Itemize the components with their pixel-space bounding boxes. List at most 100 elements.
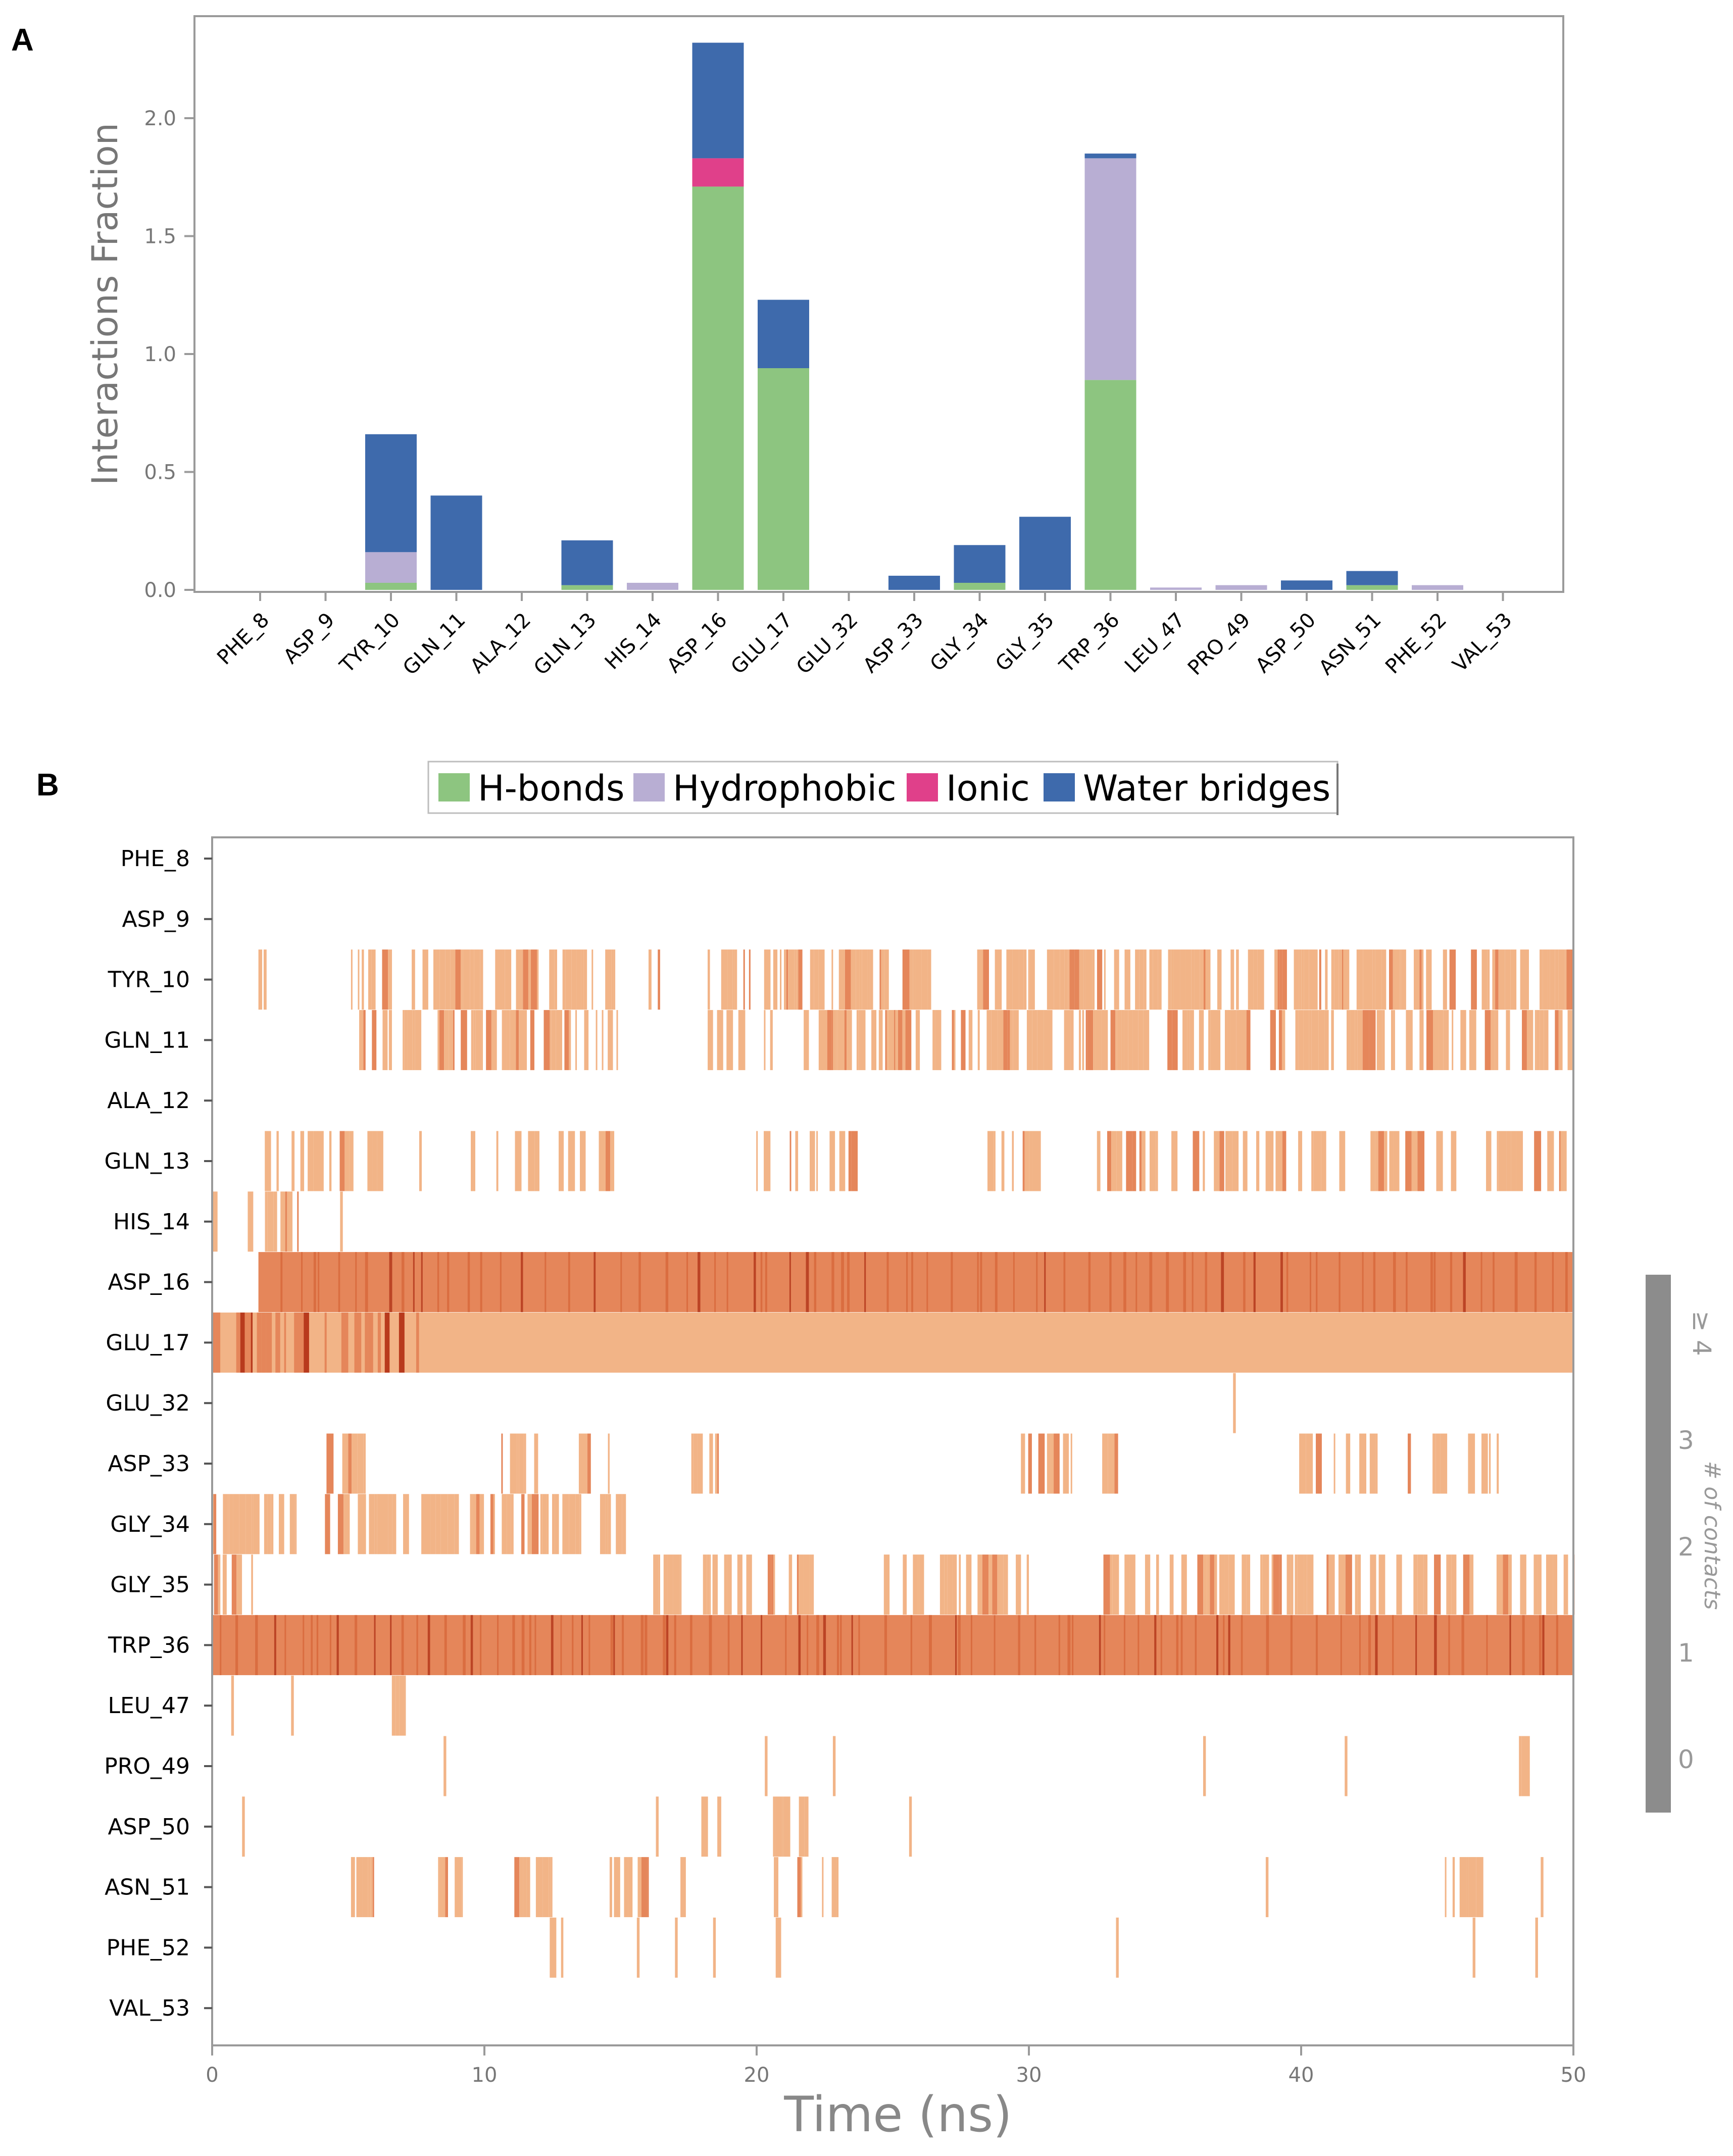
contact-trp-36-peak [444, 1615, 447, 1675]
contact-gly-35 [737, 1555, 742, 1615]
contact-gln-11 [449, 1010, 451, 1070]
contact-gln-13 [1560, 1131, 1567, 1191]
contact-trp-36-peak [274, 1615, 276, 1675]
contact-gln-13 [580, 1131, 582, 1191]
contact-gln-11 [1082, 1010, 1084, 1070]
contact-asn-51 [1466, 1857, 1469, 1918]
contact-his-14 [249, 1191, 254, 1252]
contact-gln-11 [856, 1010, 859, 1070]
contact-gln-11 [1555, 1010, 1559, 1070]
contact-asp-16-peak [814, 1252, 817, 1313]
contact-tyr-10 [1443, 949, 1447, 1010]
contact-asp-16-peak [1406, 1252, 1408, 1313]
contact-asp-50 [656, 1796, 659, 1857]
contact-gly-35 [1207, 1555, 1210, 1615]
contact-tyr-10 [1180, 949, 1185, 1010]
contact-asp-16-peak [1123, 1252, 1126, 1313]
contact-tyr-10 [859, 949, 862, 1010]
panel-b-x-tick-label: 50 [1561, 2064, 1587, 2087]
contact-asn-51 [1473, 1857, 1476, 1918]
contact-tyr-10 [516, 949, 523, 1010]
contact-gly-35 [1026, 1555, 1029, 1615]
contact-tyr-10 [1301, 949, 1304, 1010]
contact-gly-35 [1210, 1555, 1214, 1615]
contact-tyr-10 [1203, 949, 1206, 1010]
contact-tyr-10 [851, 949, 856, 1010]
legend-label-hydrophobic: Hydrophobic [673, 768, 897, 809]
contact-gln-13 [1232, 1131, 1239, 1191]
contact-asp-33 [608, 1433, 610, 1494]
panel-a-stacked-bar-chart: 0.0 0.5 1.0 1.5 2.0 PHE_8 ASP_9TYR_10GLN_11AL… [84, 15, 1564, 680]
contact-asp-33 [1333, 1433, 1335, 1494]
panel-a-y-axis: 0.0 0.5 1.0 1.5 2.0 [144, 107, 194, 602]
contact-gly-35 [1203, 1555, 1207, 1615]
contact-gln-13 [1486, 1131, 1492, 1191]
panel-a-x-tick-label: GLU_32 [792, 609, 863, 679]
contact-tyr-10 [1124, 949, 1130, 1010]
panel-b-row-label: LEU_47 [108, 1693, 190, 1719]
contact-asp-16-peak [355, 1252, 357, 1313]
bar-asp-33-water-bridges [888, 575, 940, 590]
contact-gln-11 [450, 1010, 453, 1070]
contact-gly-35 [959, 1555, 961, 1615]
contact-leu-47 [395, 1675, 398, 1736]
contact-tyr-10 [879, 949, 881, 1010]
contact-asp-33 [1497, 1433, 1499, 1494]
contact-trp-36-peak [1359, 1615, 1361, 1675]
contact-gln-11 [1347, 1010, 1351, 1070]
contact-his-14 [280, 1191, 285, 1252]
contact-asp-33 [1432, 1433, 1436, 1494]
colorbar-tick-label: 2 [1678, 1532, 1694, 1562]
contact-asn-51 [368, 1857, 371, 1918]
contact-gln-13 [829, 1131, 835, 1191]
contact-tyr-10 [1540, 949, 1543, 1010]
contact-tyr-10 [1171, 949, 1174, 1010]
contact-trp-36-peak [255, 1615, 258, 1675]
contact-gln-13 [605, 1131, 611, 1191]
contact-asp-33 [1468, 1433, 1475, 1494]
contact-gln-13 [419, 1131, 422, 1191]
contact-tyr-10 [1363, 949, 1366, 1010]
contact-trp-36-peak [836, 1615, 839, 1675]
contact-asp-33 [348, 1433, 352, 1494]
contact-tyr-10 [528, 949, 531, 1010]
contact-asp-16-peak [1565, 1252, 1568, 1313]
contact-asp-16-peak [789, 1252, 791, 1313]
contact-gln-13 [1393, 1131, 1400, 1191]
contact-pro-49 [1519, 1736, 1522, 1796]
contact-tyr-10 [1168, 949, 1171, 1010]
contact-tyr-10 [1566, 949, 1570, 1010]
contact-gln-11 [1369, 1010, 1376, 1070]
contact-phe-52 [554, 1917, 557, 1978]
contact-gly-34 [289, 1494, 295, 1555]
contact-tyr-10 [1274, 949, 1278, 1010]
contact-gln-13 [372, 1131, 377, 1191]
contact-tyr-10 [1304, 949, 1309, 1010]
contact-asn-51 [542, 1857, 549, 1918]
contact-gly-35 [919, 1555, 924, 1615]
contact-asn-51 [831, 1857, 837, 1918]
contact-asp-50 [799, 1796, 805, 1857]
contact-tyr-10 [1421, 949, 1424, 1010]
legend-swatch-water-bridges [1044, 773, 1075, 801]
contact-gly-35 [1295, 1555, 1298, 1615]
contact-tyr-10 [1258, 949, 1264, 1010]
contact-gly-34 [540, 1494, 542, 1555]
panel-a-x-tick-label: PHE_52 [1381, 609, 1451, 679]
contact-asp-16-peak [1373, 1252, 1376, 1313]
contact-asn-51 [523, 1857, 527, 1918]
contact-gly-34 [229, 1494, 233, 1555]
contact-trp-36-peak [807, 1615, 809, 1675]
contact-asn-51 [362, 1857, 368, 1918]
bar-phe-52-hydrophobic [1412, 585, 1463, 590]
contact-gln-11 [1208, 1010, 1211, 1070]
contact-phe-52 [550, 1917, 555, 1978]
contact-tyr-10 [881, 949, 884, 1010]
contact-gln-11 [556, 1010, 563, 1070]
contact-gln-13 [1547, 1131, 1554, 1191]
contact-asp-16-peak [1183, 1252, 1186, 1313]
contact-tyr-10 [1525, 949, 1529, 1010]
contact-glu-17 [251, 1312, 253, 1373]
colorbar-tick-label: ≥ 4 [1687, 1311, 1716, 1356]
contact-trp-36-peak [560, 1615, 562, 1675]
